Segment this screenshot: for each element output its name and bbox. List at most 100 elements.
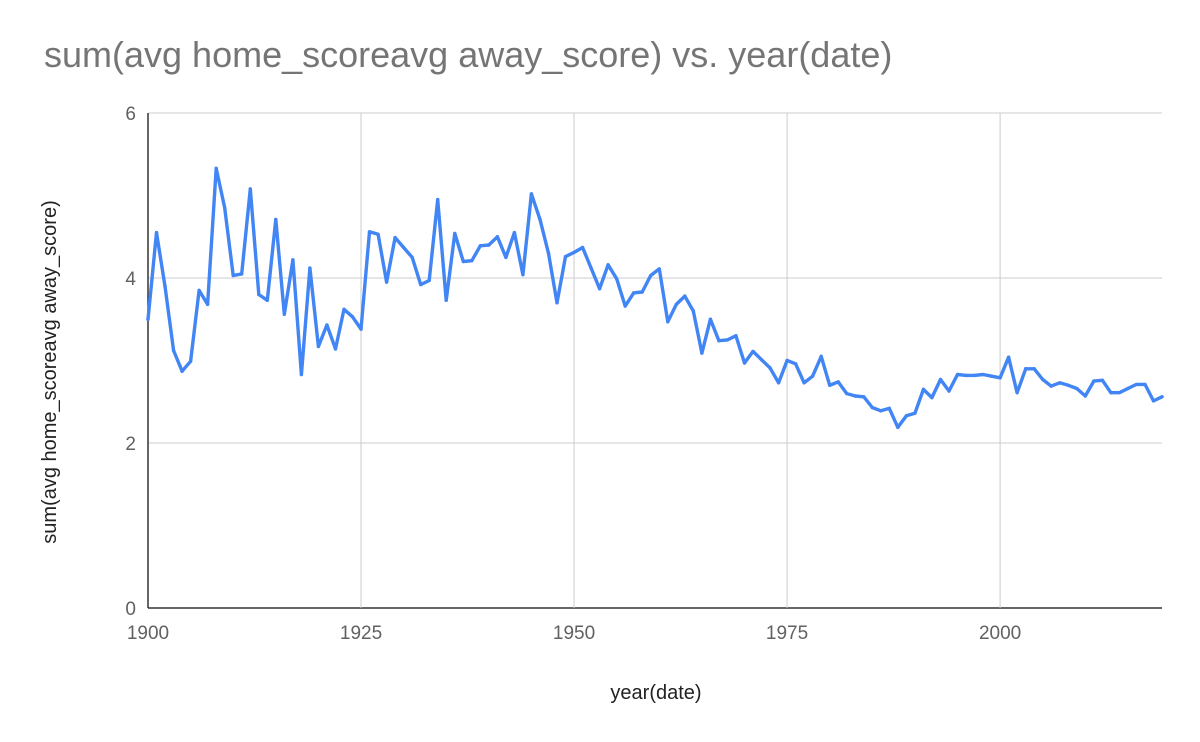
data-point	[717, 339, 721, 343]
data-point	[606, 263, 610, 267]
data-point	[700, 351, 704, 355]
data-point	[436, 197, 440, 202]
data-point	[197, 288, 201, 293]
data-point	[734, 334, 738, 338]
data-point	[342, 307, 346, 312]
data-point	[776, 381, 781, 385]
data-point	[1160, 395, 1164, 399]
data-point	[410, 255, 414, 260]
data-point	[751, 349, 755, 354]
data-point	[205, 302, 210, 307]
data-point	[827, 383, 832, 387]
data-point	[972, 373, 977, 378]
data-point	[597, 287, 602, 291]
data-point	[504, 255, 508, 260]
data-point	[683, 294, 687, 298]
data-point	[546, 251, 551, 255]
data-point	[291, 258, 295, 262]
data-point	[154, 230, 159, 235]
data-point	[819, 354, 823, 359]
data-point	[572, 250, 576, 255]
series-layer	[146, 166, 1164, 430]
data-point	[913, 411, 917, 415]
x-tick-label: 1900	[127, 623, 169, 644]
data-point	[171, 348, 176, 353]
data-point	[274, 217, 278, 222]
data-point	[401, 245, 406, 250]
data-point	[367, 230, 372, 234]
data-point	[666, 320, 670, 324]
data-point	[1049, 384, 1053, 388]
data-point	[1100, 378, 1105, 382]
data-point	[759, 357, 764, 362]
data-point	[870, 405, 874, 410]
data-point	[521, 273, 525, 277]
data-point	[393, 235, 397, 240]
data-point	[427, 278, 431, 283]
data-point	[487, 243, 491, 247]
chart-title: sum(avg home_scoreavg away_score) vs. ye…	[44, 34, 893, 75]
data-point	[453, 231, 457, 236]
data-point	[1006, 355, 1011, 359]
data-point	[938, 377, 943, 382]
data-point	[444, 298, 448, 302]
data-point	[640, 290, 644, 294]
data-point	[649, 273, 653, 278]
data-point	[555, 301, 559, 305]
data-point	[674, 302, 679, 307]
data-point	[1066, 383, 1070, 387]
data-point	[308, 266, 312, 270]
data-point	[904, 414, 909, 418]
data-point	[333, 347, 338, 351]
data-point	[998, 376, 1002, 380]
gridlines	[147, 112, 1162, 609]
data-point	[248, 187, 252, 191]
data-point	[231, 273, 235, 278]
x-axis-title: year(date)	[610, 682, 701, 704]
data-point	[691, 309, 696, 313]
x-tick-label: 1975	[766, 623, 808, 644]
x-tick-label: 2000	[979, 623, 1021, 644]
data-point	[1058, 381, 1062, 385]
data-point	[810, 374, 815, 378]
y-tick-label: 0	[125, 599, 136, 620]
data-point	[1083, 394, 1088, 398]
data-point	[1023, 367, 1028, 371]
data-point	[188, 359, 193, 364]
data-point	[1032, 367, 1036, 371]
data-point	[214, 166, 218, 170]
data-point	[623, 304, 627, 308]
data-point	[631, 291, 636, 295]
data-point	[862, 395, 866, 399]
data-point	[325, 323, 329, 327]
data-point	[1109, 390, 1113, 395]
y-tick-label: 6	[125, 104, 136, 125]
data-point	[1143, 382, 1147, 387]
data-point	[163, 284, 167, 288]
data-point	[793, 362, 798, 366]
y-tick-label: 4	[125, 269, 136, 290]
data-point	[896, 425, 900, 430]
data-point	[384, 280, 389, 284]
data-point	[240, 272, 244, 276]
data-point	[708, 317, 713, 321]
data-point	[529, 192, 534, 196]
data-point	[1117, 390, 1122, 395]
data-point	[1092, 379, 1096, 383]
data-point	[802, 381, 806, 385]
x-tick-label: 1950	[553, 623, 595, 644]
data-point	[512, 230, 517, 235]
data-point	[376, 232, 380, 236]
y-axis-ticks: 0 2 4 6	[125, 104, 136, 620]
data-point	[495, 235, 500, 239]
data-point	[725, 338, 730, 342]
data-point	[614, 277, 619, 281]
data-point	[180, 369, 184, 373]
data-point	[981, 372, 985, 377]
data-point	[836, 380, 840, 384]
data-point	[930, 395, 934, 400]
y-tick-label: 2	[125, 434, 136, 455]
data-point	[853, 394, 857, 398]
data-point	[222, 206, 227, 210]
